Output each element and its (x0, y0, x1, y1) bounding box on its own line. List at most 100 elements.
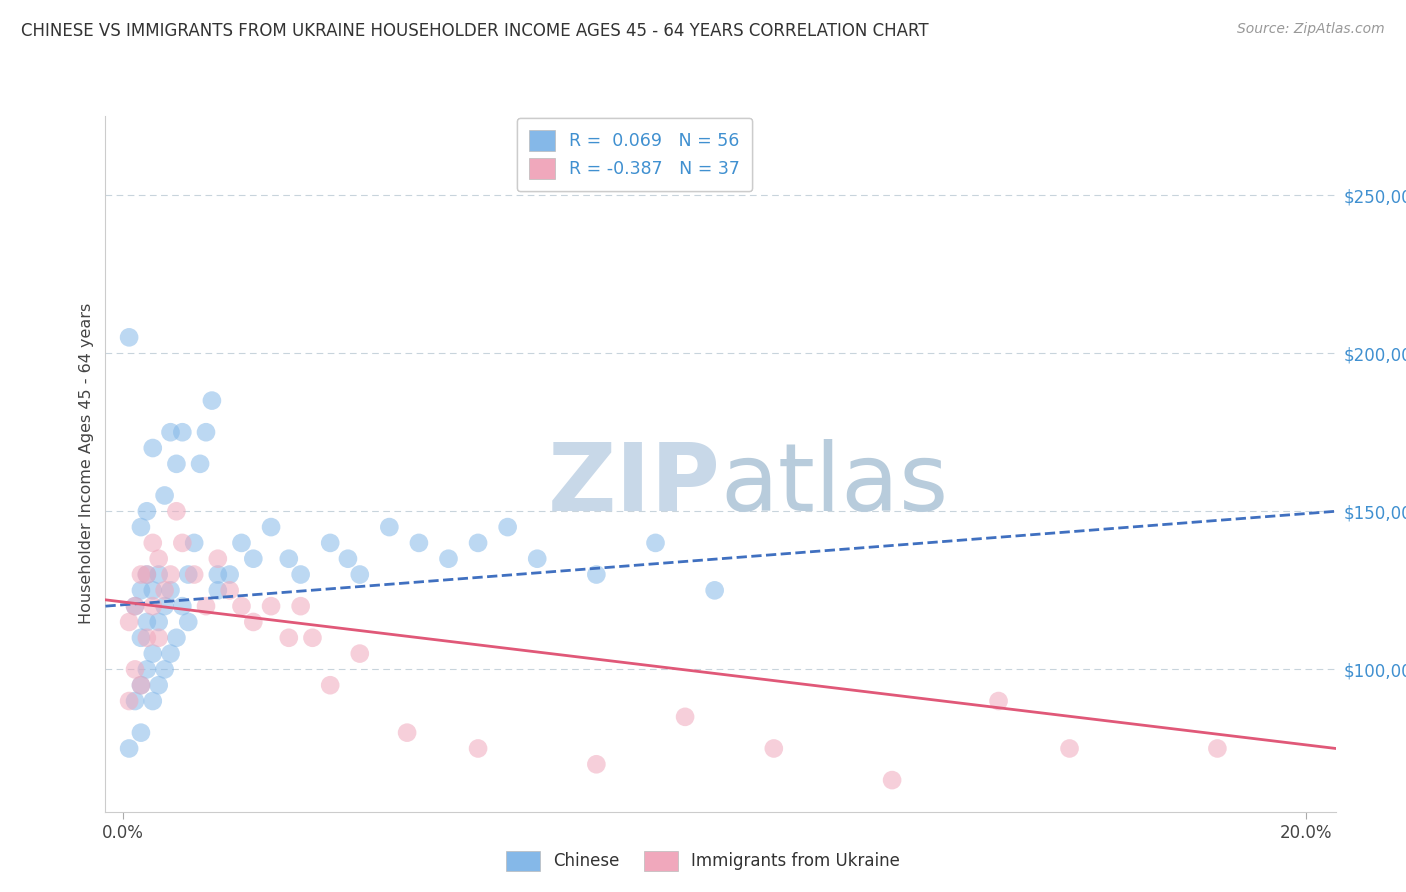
Point (148, 615, 170, 629)
Point (135, 567, 157, 582)
Point (172, 599, 194, 614)
Point (142, 599, 165, 614)
Point (148, 551, 170, 566)
Point (177, 567, 200, 582)
Point (148, 567, 170, 582)
Text: atlas: atlas (721, 439, 949, 531)
Point (673, 710, 696, 724)
Point (165, 631, 187, 645)
Point (290, 567, 312, 582)
Point (207, 551, 229, 566)
Y-axis label: Householder Income Ages 45 - 64 years: Householder Income Ages 45 - 64 years (79, 303, 94, 624)
Point (277, 631, 299, 645)
Point (135, 567, 157, 582)
Point (1059, 741, 1081, 756)
Point (142, 583, 165, 598)
Point (880, 773, 903, 788)
Point (644, 536, 666, 550)
Point (467, 741, 489, 756)
Point (135, 631, 157, 645)
Point (987, 694, 1010, 708)
Point (195, 425, 218, 440)
Point (290, 599, 312, 614)
Point (183, 567, 205, 582)
Point (142, 647, 165, 661)
Point (165, 457, 187, 471)
Point (129, 583, 152, 598)
Point (153, 583, 176, 598)
Point (378, 520, 401, 534)
Point (319, 678, 342, 692)
Point (172, 425, 194, 440)
Point (201, 393, 224, 408)
Point (159, 647, 181, 661)
Point (142, 694, 165, 708)
Point (142, 441, 165, 455)
Point (396, 725, 419, 739)
Point (118, 330, 141, 344)
Point (124, 694, 146, 708)
Point (153, 599, 176, 614)
Point (177, 615, 200, 629)
Point (260, 599, 283, 614)
Point (159, 583, 181, 598)
Point (129, 678, 152, 692)
Point (172, 536, 194, 550)
Point (301, 631, 323, 645)
Point (129, 725, 152, 739)
Point (135, 615, 157, 629)
Text: Source: ZipAtlas.com: Source: ZipAtlas.com (1237, 22, 1385, 37)
Point (585, 757, 607, 772)
Point (129, 678, 152, 692)
Point (207, 567, 229, 582)
Point (231, 599, 253, 614)
Point (159, 425, 181, 440)
Point (496, 520, 519, 534)
Point (129, 631, 152, 645)
Point (153, 662, 176, 676)
Point (195, 599, 218, 614)
Point (207, 583, 229, 598)
Point (135, 504, 157, 518)
Text: ZIP: ZIP (548, 439, 721, 531)
Point (148, 631, 170, 645)
Point (526, 551, 548, 566)
Point (349, 567, 371, 582)
Point (129, 567, 152, 582)
Point (118, 694, 141, 708)
Point (218, 567, 240, 582)
Point (703, 583, 725, 598)
Point (242, 615, 264, 629)
Point (336, 551, 359, 566)
Point (183, 536, 205, 550)
Point (165, 504, 187, 518)
Point (467, 536, 489, 550)
Point (218, 583, 240, 598)
Point (242, 551, 264, 566)
Point (408, 536, 430, 550)
Legend: Chinese, Immigrants from Ukraine: Chinese, Immigrants from Ukraine (498, 842, 908, 880)
Point (135, 662, 157, 676)
Point (1206, 741, 1229, 756)
Point (231, 536, 253, 550)
Point (124, 599, 146, 614)
Point (118, 741, 141, 756)
Point (124, 599, 146, 614)
Point (159, 567, 181, 582)
Point (129, 520, 152, 534)
Point (148, 678, 170, 692)
Point (142, 536, 165, 550)
Text: CHINESE VS IMMIGRANTS FROM UKRAINE HOUSEHOLDER INCOME AGES 45 - 64 YEARS CORRELA: CHINESE VS IMMIGRANTS FROM UKRAINE HOUSE… (21, 22, 929, 40)
Point (437, 551, 460, 566)
Point (188, 457, 211, 471)
Point (124, 662, 146, 676)
Point (762, 741, 785, 756)
Legend: R =  0.069   N = 56, R = -0.387   N = 37: R = 0.069 N = 56, R = -0.387 N = 37 (517, 118, 752, 191)
Point (153, 488, 176, 502)
Point (349, 647, 371, 661)
Point (118, 615, 141, 629)
Point (277, 551, 299, 566)
Point (585, 567, 607, 582)
Point (319, 536, 342, 550)
Point (260, 520, 283, 534)
